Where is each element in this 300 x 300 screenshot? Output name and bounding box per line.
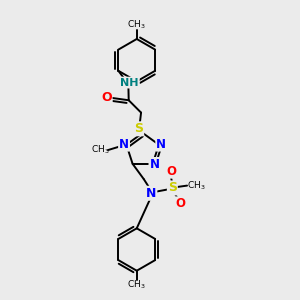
Text: CH$_3$: CH$_3$	[128, 279, 146, 291]
Text: O: O	[175, 197, 185, 210]
Text: N: N	[119, 138, 129, 151]
Text: N: N	[156, 138, 166, 151]
Text: N: N	[149, 158, 159, 171]
Text: S: S	[168, 182, 177, 194]
Text: O: O	[166, 165, 176, 178]
Text: O: O	[101, 92, 112, 104]
Text: CH$_3$: CH$_3$	[128, 18, 146, 31]
Text: CH$_3$: CH$_3$	[91, 144, 109, 156]
Text: CH$_3$: CH$_3$	[187, 179, 205, 192]
Text: S: S	[134, 122, 143, 135]
Text: NH: NH	[120, 78, 139, 88]
Text: N: N	[146, 187, 156, 200]
